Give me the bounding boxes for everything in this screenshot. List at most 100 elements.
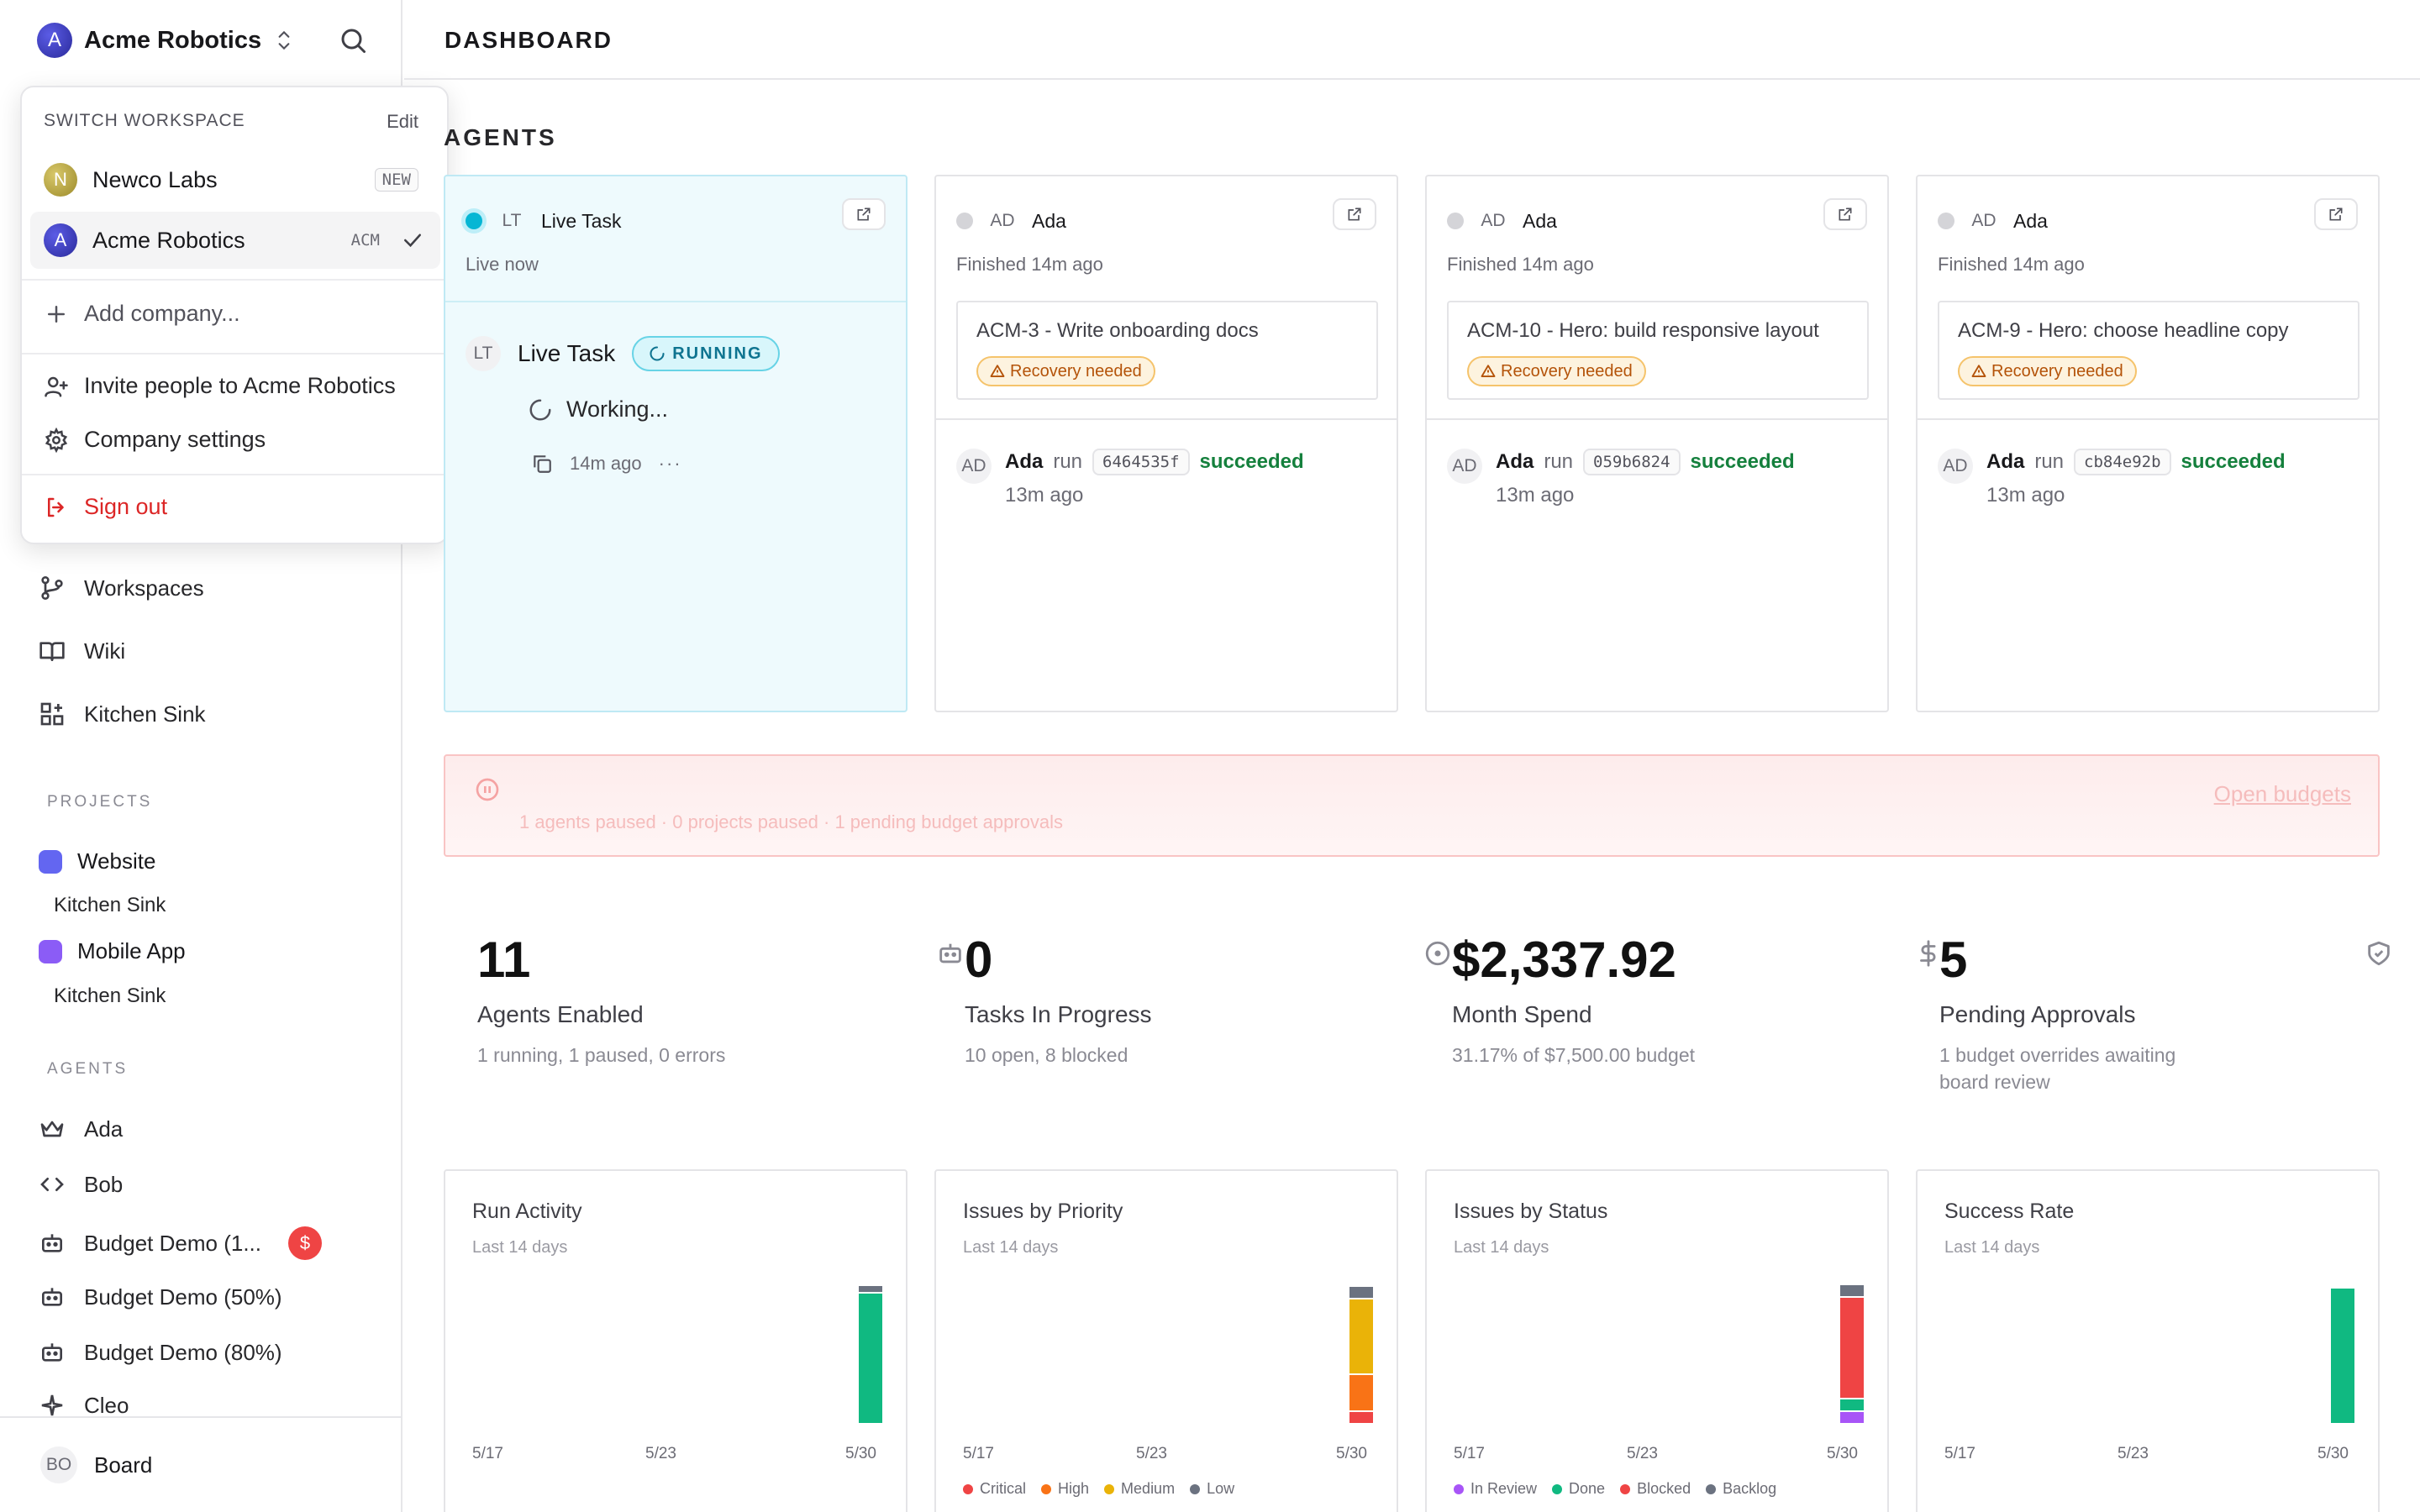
chart-subtitle: Last 14 days bbox=[1454, 1238, 1549, 1257]
bar-segment bbox=[2331, 1289, 2354, 1423]
edit-workspaces-link[interactable]: Edit bbox=[387, 111, 418, 132]
workspace-option-acme[interactable]: A Acme Robotics ACM bbox=[30, 212, 440, 269]
x-tick-label: 5/23 bbox=[1136, 1445, 1167, 1462]
agent-nav-item[interactable]: Budget Demo (50%) bbox=[39, 1284, 282, 1310]
project-sub-item[interactable]: Kitchen Sink bbox=[54, 894, 166, 916]
live-status-dot bbox=[466, 213, 482, 229]
sign-out-label: Sign out bbox=[84, 494, 168, 519]
run-row[interactable]: AD Ada run cb84e92b succeeded 13m ago bbox=[1938, 449, 2286, 507]
projects-section-label: PROJECTS bbox=[47, 793, 153, 811]
open-external-button[interactable] bbox=[2314, 198, 2358, 230]
nav-wiki[interactable]: Wiki bbox=[39, 638, 125, 664]
stat-agents-enabled[interactable]: 11 Agents Enabled 1 running, 1 paused, 0… bbox=[477, 931, 961, 1116]
agent-name: Ada bbox=[1523, 209, 1557, 232]
agents-section-title: AGENTS bbox=[444, 124, 557, 150]
workspace-option-name: Acme Robotics bbox=[92, 227, 245, 253]
project-sub-item[interactable]: Kitchen Sink bbox=[54, 984, 166, 1007]
book-open-icon bbox=[39, 642, 65, 661]
workspace-switcher[interactable]: A Acme Robotics bbox=[37, 20, 295, 60]
agent-nav-item[interactable]: Budget Demo (80%) bbox=[39, 1339, 282, 1366]
open-external-button[interactable] bbox=[1823, 198, 1867, 230]
open-external-button[interactable] bbox=[842, 198, 886, 230]
stat-subtitle: 10 open, 8 blocked bbox=[965, 1044, 1128, 1066]
workspace-option-newco[interactable]: N Newco Labs NEW bbox=[30, 151, 440, 208]
recovery-label: Recovery needed bbox=[1010, 361, 1142, 381]
bot-icon bbox=[939, 943, 961, 963]
stat-tasks-in-progress[interactable]: 0 Tasks In Progress 10 open, 8 blocked bbox=[965, 931, 1450, 1116]
task-name: Live Task bbox=[518, 340, 616, 366]
copy-icon[interactable] bbox=[531, 453, 553, 475]
budget-banner-text: 1 agents paused · 0 projects paused · 1 … bbox=[519, 811, 1064, 832]
divider bbox=[445, 301, 906, 302]
warning-icon bbox=[1481, 365, 1496, 377]
stat-pending-approvals[interactable]: 5 Pending Approvals 1 budget overrides a… bbox=[1939, 931, 2410, 1116]
agent-avatar: LT bbox=[502, 211, 522, 230]
company-settings-label: Company settings bbox=[84, 427, 266, 452]
agent-card[interactable]: AD Ada Finished 14m ago ACM-10 - Hero: b… bbox=[1425, 175, 1889, 712]
chart-subtitle: Last 14 days bbox=[472, 1238, 568, 1257]
agent-avatar: AD bbox=[990, 211, 1015, 230]
agent-card-subtitle: Finished 14m ago bbox=[1447, 254, 1594, 275]
invite-people-label: Invite people to Acme Robotics bbox=[84, 373, 396, 398]
legend-item: Blocked bbox=[1620, 1480, 1691, 1498]
agent-card-live[interactable]: LT Live Task Live now LT Live Task RUNNI… bbox=[444, 175, 908, 712]
run-hash[interactable]: 6464535f bbox=[1092, 449, 1190, 475]
agent-avatar: AD bbox=[1481, 211, 1506, 230]
agent-card[interactable]: AD Ada Finished 14m ago ACM-9 - Hero: ch… bbox=[1916, 175, 2380, 712]
add-company-button[interactable]: Add company... bbox=[44, 301, 240, 327]
status-dot bbox=[956, 213, 973, 229]
chart-plot bbox=[1840, 1285, 1864, 1423]
open-external-button[interactable] bbox=[1333, 198, 1376, 230]
project-color-swatch bbox=[39, 939, 62, 963]
run-row[interactable]: AD Ada run 6464535f succeeded 13m ago bbox=[956, 449, 1304, 507]
sign-out-button[interactable]: Sign out bbox=[44, 494, 167, 520]
stat-label: Pending Approvals bbox=[1939, 1001, 2136, 1027]
stat-month-spend[interactable]: $2,337.92 Month Spend 31.17% of $7,500.0… bbox=[1452, 931, 1936, 1116]
run-time: 13m ago bbox=[1986, 484, 2065, 507]
run-hash[interactable]: cb84e92b bbox=[2074, 449, 2171, 475]
run-hash[interactable]: 059b6824 bbox=[1583, 449, 1681, 475]
run-row[interactable]: AD Ada run 059b6824 succeeded 13m ago bbox=[1447, 449, 1795, 507]
x-tick-label: 5/17 bbox=[472, 1445, 503, 1462]
nav-workspaces-label: Workspaces bbox=[84, 575, 204, 601]
chart-legend: Critical High Medium Low bbox=[963, 1480, 1234, 1498]
chart-subtitle: Last 14 days bbox=[1944, 1238, 2040, 1257]
agent-nav-item[interactable]: Cleo bbox=[39, 1394, 129, 1416]
invite-people-button[interactable]: Invite people to Acme Robotics bbox=[44, 373, 396, 399]
project-mobile-app[interactable]: Mobile App bbox=[39, 938, 186, 964]
issue-box[interactable]: ACM-3 - Write onboarding docs Recovery n… bbox=[956, 301, 1378, 400]
chart-issues-by-status[interactable]: Issues by Status Last 14 days 5/17 5/23 … bbox=[1425, 1169, 1889, 1512]
agent-nav-item[interactable]: Budget Demo (1... $ bbox=[39, 1226, 322, 1260]
agent-card[interactable]: AD Ada Finished 14m ago ACM-3 - Write on… bbox=[934, 175, 1398, 712]
agent-nav-item[interactable]: Bob bbox=[39, 1171, 123, 1198]
chevron-up-down-icon bbox=[278, 30, 290, 50]
agents-section-label: AGENTS bbox=[47, 1060, 129, 1078]
project-website[interactable]: Website bbox=[39, 848, 155, 874]
x-tick-label: 5/30 bbox=[1827, 1445, 1858, 1462]
legend-swatch bbox=[1620, 1483, 1631, 1494]
company-settings-button[interactable]: Company settings bbox=[44, 427, 266, 453]
legend-label: In Review bbox=[1470, 1480, 1538, 1497]
chart-issues-by-priority[interactable]: Issues by Priority Last 14 days 5/17 5/2… bbox=[934, 1169, 1398, 1512]
check-icon bbox=[404, 234, 421, 248]
run-result: succeeded bbox=[1690, 450, 1795, 473]
agent-nav-item[interactable]: Ada bbox=[39, 1116, 123, 1142]
search-icon[interactable] bbox=[338, 25, 368, 55]
divider bbox=[1427, 418, 1887, 420]
chart-plot bbox=[1349, 1287, 1373, 1423]
issue-box[interactable]: ACM-10 - Hero: build responsive layout R… bbox=[1447, 301, 1869, 400]
chart-run-activity[interactable]: Run Activity Last 14 days 5/17 5/23 5/30 bbox=[444, 1169, 908, 1512]
issue-box[interactable]: ACM-9 - Hero: choose headline copy Recov… bbox=[1938, 301, 2360, 400]
gear-icon bbox=[45, 427, 68, 453]
more-icon[interactable]: ··· bbox=[658, 453, 682, 474]
chart-title: Issues by Priority bbox=[963, 1200, 1123, 1223]
running-label: RUNNING bbox=[672, 344, 763, 363]
nav-workspaces[interactable]: Workspaces bbox=[39, 575, 204, 601]
open-budgets-link[interactable]: Open budgets bbox=[2213, 781, 2351, 806]
git-branch-icon bbox=[41, 576, 63, 600]
chart-success-rate[interactable]: Success Rate Last 14 days 5/17 5/23 5/30 bbox=[1916, 1169, 2380, 1512]
board-user[interactable]: BO Board bbox=[40, 1446, 152, 1483]
chart-plot bbox=[859, 1286, 882, 1423]
nav-kitchen-sink[interactable]: Kitchen Sink bbox=[39, 701, 206, 727]
recovery-label: Recovery needed bbox=[1501, 361, 1633, 381]
